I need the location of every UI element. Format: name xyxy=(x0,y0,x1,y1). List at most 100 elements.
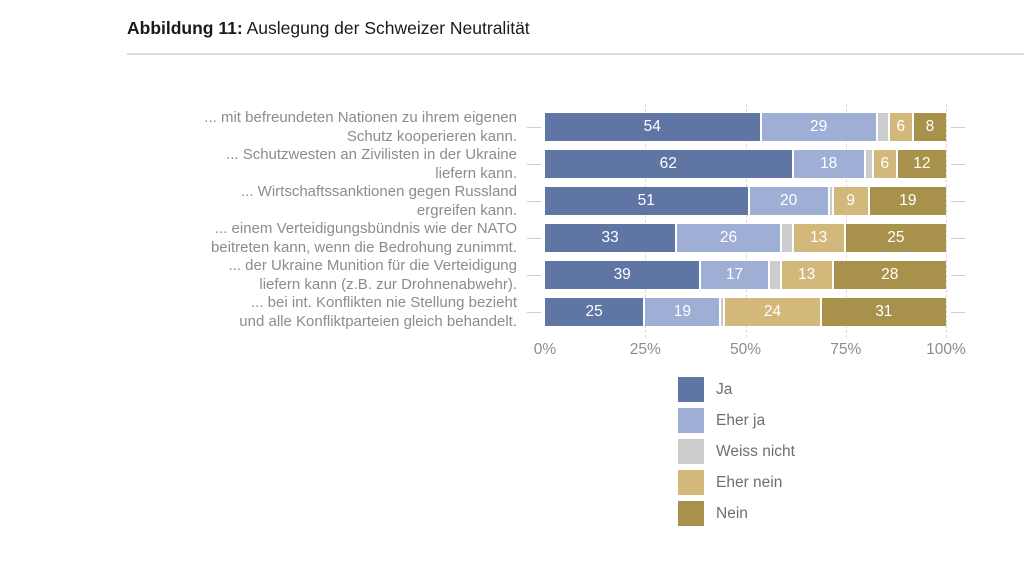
bar-segment-eher-nein: 24 xyxy=(725,298,822,326)
category-label: ... Wirtschaftssanktionen gegen Russland… xyxy=(241,183,517,219)
bar-row: 51 20 9 19 xyxy=(545,187,946,215)
bar-segment-weiss-nicht xyxy=(877,113,890,141)
bar-value-label: 13 xyxy=(797,266,816,283)
bar-segment-eher-nein: 6 xyxy=(889,113,914,141)
bar-segment-ja: 51 xyxy=(545,187,750,215)
row-tick-right xyxy=(951,238,965,239)
bar-value-label: 62 xyxy=(659,155,677,172)
bar-value-label: 29 xyxy=(810,118,828,135)
row-tick-right xyxy=(951,312,965,313)
row-tick-left xyxy=(527,127,541,128)
bar-segment-ja: 62 xyxy=(545,150,794,178)
bar-value-label: 33 xyxy=(601,229,619,246)
bar-segment-weiss-nicht xyxy=(769,261,782,289)
bar-value-label: 6 xyxy=(896,118,906,135)
bar-value-label: 54 xyxy=(643,118,661,135)
legend-item: Nein xyxy=(678,501,795,526)
legend-swatch xyxy=(678,408,704,433)
x-axis-tick-label: 0% xyxy=(533,341,557,358)
x-axis-tick-label: 25% xyxy=(629,341,661,358)
bar-segment-eher-ja: 18 xyxy=(793,150,866,178)
bar-segment-eher-nein: 9 xyxy=(833,187,870,215)
legend-label: Weiss nicht xyxy=(716,442,795,460)
category-label-row: ... einem Verteidigungsbündnis wie der N… xyxy=(127,220,517,257)
bar-segment-nein: 12 xyxy=(897,150,946,178)
bar-value-label: 39 xyxy=(613,266,631,283)
bar-segment-ja: 54 xyxy=(545,113,762,141)
bar-value-label: 9 xyxy=(846,192,856,209)
stacked-bar-plot: 54 29 6 8 62 18 6 12 51 20 9 19 33 26 13 25 39 17 13 28 25 19… xyxy=(545,113,946,326)
row-tick-right xyxy=(951,127,965,128)
bar-segment-weiss-nicht xyxy=(865,150,874,178)
bar-segment-eher-ja: 26 xyxy=(677,224,782,252)
legend-label: Eher ja xyxy=(716,411,766,429)
bar-segment-nein: 19 xyxy=(869,187,946,215)
x-axis-tick-label: 100% xyxy=(926,341,966,358)
bar-segment-weiss-nicht xyxy=(829,187,834,215)
bar-row: 39 17 13 28 xyxy=(545,261,946,289)
gridline xyxy=(645,104,647,338)
legend-swatch xyxy=(678,501,704,526)
category-label-row: ... mit befreundeten Nationen zu ihrem e… xyxy=(127,109,517,146)
bar-row: 33 26 13 25 xyxy=(545,224,946,252)
row-tick-left xyxy=(527,201,541,202)
bar-segment-ja: 33 xyxy=(545,224,678,252)
bar-value-label: 6 xyxy=(880,155,890,172)
bar-row: 54 29 6 8 xyxy=(545,113,946,141)
bar-segment-weiss-nicht xyxy=(721,298,726,326)
category-label: ... bei int. Konflikten nie Stellung bez… xyxy=(239,294,517,330)
bar-value-label: 31 xyxy=(875,303,893,320)
row-tick-left xyxy=(527,275,541,276)
bar-segment-eher-ja: 29 xyxy=(761,113,878,141)
bar-segment-eher-nein: 13 xyxy=(781,261,834,289)
category-label-row: ... bei int. Konflikten nie Stellung bez… xyxy=(127,294,517,331)
x-axis-tick-label: 50% xyxy=(729,341,762,358)
category-label-row: ... Schutzwesten an Zivilisten in der Uk… xyxy=(127,146,517,183)
legend-swatch xyxy=(678,470,704,495)
legend-label: Eher nein xyxy=(716,473,783,491)
gridline xyxy=(946,104,947,338)
x-axis-tick-label: 75% xyxy=(830,341,862,358)
category-label-row: ... Wirtschaftssanktionen gegen Russland… xyxy=(127,183,517,220)
row-tick-left xyxy=(527,312,541,313)
bar-row: 25 19 24 31 xyxy=(545,298,946,326)
gridline xyxy=(745,104,747,338)
bar-value-label: 17 xyxy=(725,266,744,283)
bar-value-label: 28 xyxy=(881,266,899,283)
bar-value-label: 12 xyxy=(913,155,931,172)
category-labels: ... mit befreundeten Nationen zu ihrem e… xyxy=(127,109,517,331)
bar-value-label: 8 xyxy=(925,118,935,135)
legend-label: Ja xyxy=(716,380,733,398)
bar-value-label: 19 xyxy=(673,303,691,320)
bar-segment-nein: 25 xyxy=(845,224,946,252)
category-label: ... mit befreundeten Nationen zu ihrem e… xyxy=(204,109,517,145)
bar-value-label: 20 xyxy=(779,192,798,209)
row-tick-left xyxy=(527,238,541,239)
bar-segment-nein: 31 xyxy=(821,298,946,326)
row-tick-right xyxy=(951,201,965,202)
bar-segment-eher-ja: 17 xyxy=(701,261,770,289)
bar-segment-eher-nein: 6 xyxy=(873,150,898,178)
row-tick-left xyxy=(527,164,541,165)
gridlines xyxy=(545,104,947,338)
bar-value-label: 26 xyxy=(719,229,738,246)
bar-segment-nein: 8 xyxy=(913,113,946,141)
bar-segment-weiss-nicht xyxy=(781,224,794,252)
bar-value-label: 25 xyxy=(887,229,905,246)
legend-swatch xyxy=(678,377,704,402)
legend-item: Eher ja xyxy=(678,408,795,433)
bar-segment-nein: 28 xyxy=(833,261,946,289)
bar-value-label: 13 xyxy=(810,229,828,246)
bar-segment-ja: 25 xyxy=(545,298,646,326)
bar-segment-eher-ja: 19 xyxy=(645,298,722,326)
category-label: ... einem Verteidigungsbündnis wie der N… xyxy=(210,220,517,256)
bar-value-label: 18 xyxy=(820,155,838,172)
legend-label: Nein xyxy=(716,504,748,522)
bar-row: 62 18 6 12 xyxy=(545,150,946,178)
row-tick-right xyxy=(951,164,965,165)
bar-value-label: 24 xyxy=(763,303,782,320)
row-tick-right xyxy=(951,275,965,276)
figure-title-text: Auslegung der Schweizer Neutralität xyxy=(242,18,530,38)
legend-item: Weiss nicht xyxy=(678,439,795,464)
category-label: ... der Ukraine Munition für die Verteid… xyxy=(228,257,518,293)
